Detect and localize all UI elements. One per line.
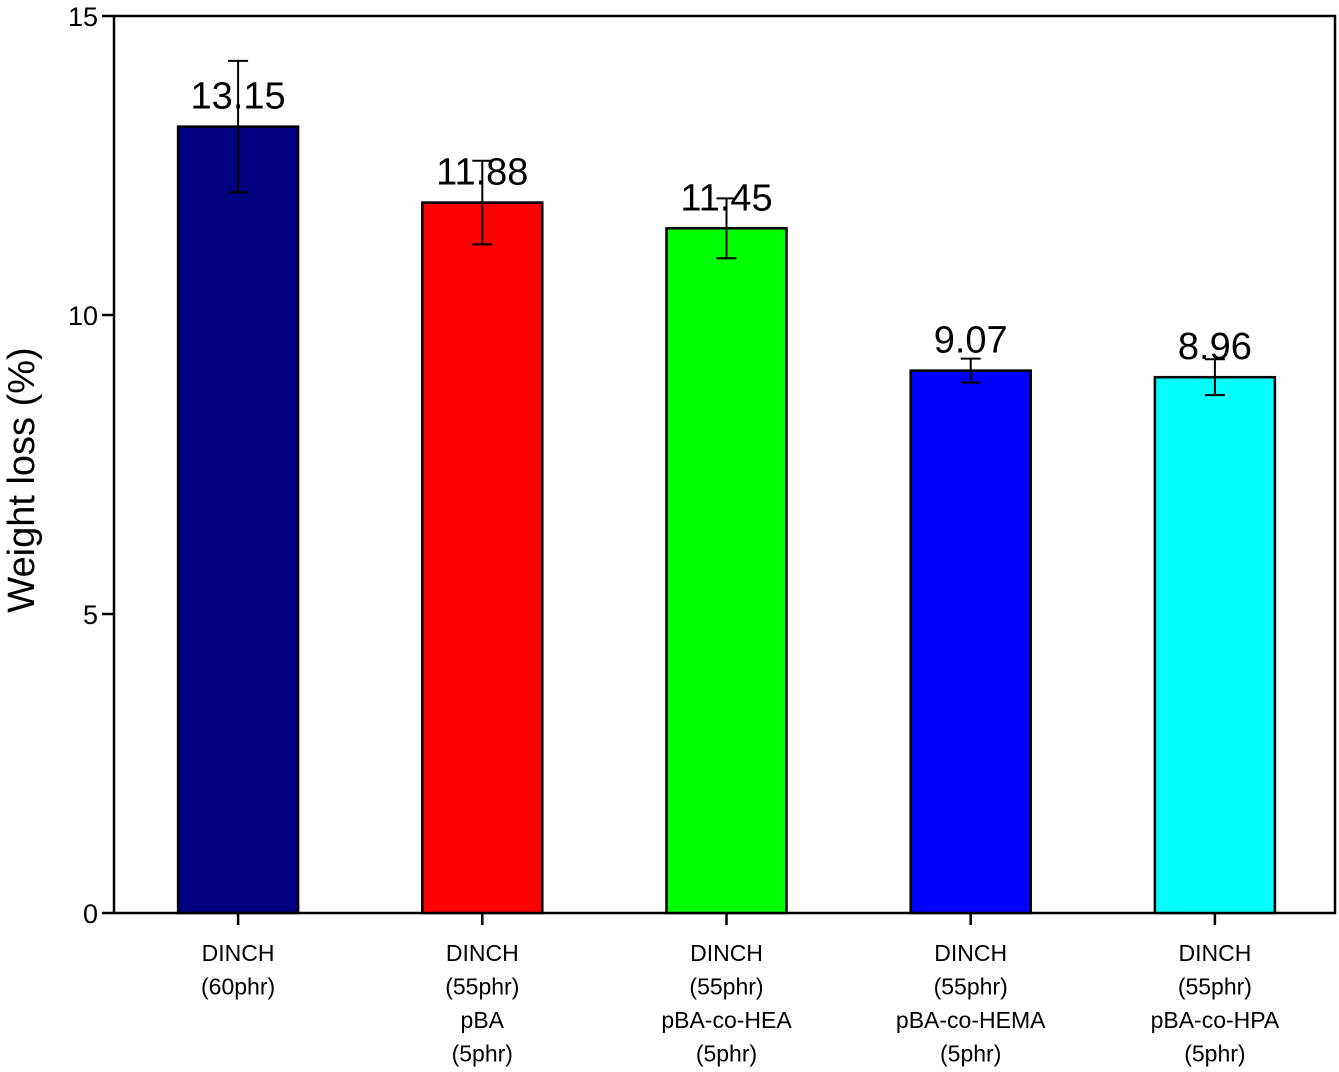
x-tick-label: (5phr) xyxy=(696,1041,757,1067)
x-tick-label: (5phr) xyxy=(452,1041,513,1067)
bar xyxy=(909,369,1032,915)
bar xyxy=(665,227,788,915)
x-axis: DINCH (60phr) DINCH (55phr) pBA (5phr) DINCH (5… xyxy=(201,913,1280,1067)
data-label: 9.07 xyxy=(934,320,1008,362)
x-tick-label: (55phr) xyxy=(1178,974,1252,1000)
x-tick-label: DINCH xyxy=(446,940,519,966)
x-tick-label: DINCH xyxy=(202,940,275,966)
x-tick-label: (55phr) xyxy=(689,974,763,1000)
y-tick-label: 0 xyxy=(83,899,98,929)
x-tick-label: pBA-co-HPA xyxy=(1151,1007,1280,1033)
x-tick-label: pBA-co-HEMA xyxy=(896,1007,1046,1033)
x-tick-label: pBA xyxy=(461,1007,505,1033)
bar xyxy=(421,201,544,915)
x-tick-label: (55phr) xyxy=(934,974,1008,1000)
x-tick-label: (5phr) xyxy=(1184,1041,1245,1067)
y-tick-label: 15 xyxy=(68,2,98,32)
y-axis: 0 5 10 15 xyxy=(68,2,114,929)
x-tick-label: DINCH xyxy=(1178,940,1251,966)
x-tick-label: DINCH xyxy=(690,940,763,966)
x-tick-label: pBA-co-HEA xyxy=(661,1007,792,1033)
y-tick-label: 10 xyxy=(68,301,98,331)
x-tick-label: (5phr) xyxy=(940,1041,1001,1067)
bar xyxy=(176,125,300,915)
x-tick-label: (55phr) xyxy=(445,974,519,1000)
y-tick-label: 5 xyxy=(83,600,98,630)
x-tick-label: DINCH xyxy=(934,940,1007,966)
bar xyxy=(1153,375,1277,915)
x-tick-label: (60phr) xyxy=(201,974,275,1000)
y-axis-title: Weight loss (%) xyxy=(1,347,43,612)
